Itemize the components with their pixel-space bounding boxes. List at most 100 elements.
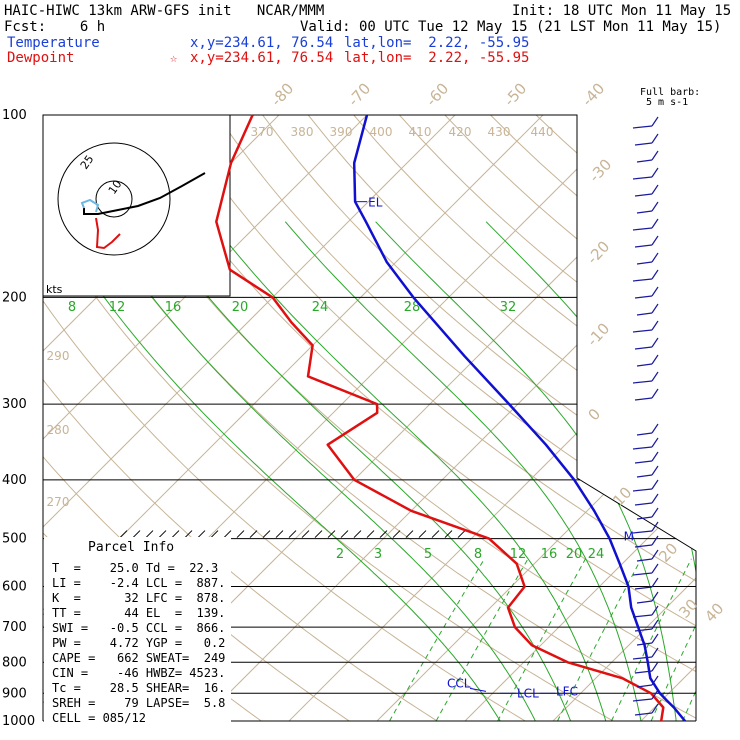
wind-barb-flag — [651, 184, 659, 195]
wind-barb-flag — [651, 619, 659, 630]
freezing-hatch — [132, 530, 141, 538]
wind-barb-flag — [651, 337, 659, 348]
isotherm-line — [729, 115, 740, 721]
theta-label: 370 — [251, 125, 274, 139]
wind-barb-flag — [651, 661, 659, 672]
wind-barb — [634, 712, 653, 716]
theta-label: 440 — [531, 125, 554, 139]
hodograph-trace-mid — [80, 198, 100, 213]
melting-level-label: M — [624, 530, 634, 544]
wind-barb — [636, 516, 653, 520]
freezing-hatch — [119, 530, 128, 538]
wind-barb — [634, 346, 653, 350]
wind-barb — [632, 176, 653, 180]
dry-adiabat-line — [399, 115, 696, 721]
moist-adiabat-line — [210, 221, 607, 721]
hodograph-trace-upper — [83, 172, 206, 215]
freezing-hatch — [444, 530, 453, 538]
parcel-info-row: SWI = -0.5 CCL = 866. — [52, 621, 226, 635]
isotherm-line — [552, 115, 696, 721]
parcel-info-row: CAPE = 662 SWEAT= 249 — [52, 651, 226, 665]
parcel-info-row: K = 32 LFC = 878. — [52, 591, 226, 605]
isotherm-label: 30 — [675, 595, 701, 621]
mixing-ratio-label: 2 — [336, 547, 344, 562]
freezing-hatch — [262, 530, 271, 538]
theta-label: 280 — [47, 423, 70, 437]
wind-barb-flag — [651, 703, 659, 714]
pressure-tick-label: 500 — [2, 532, 27, 547]
wind-barb-flag — [651, 437, 659, 448]
wind-barb — [636, 558, 653, 562]
wind-barb — [634, 544, 653, 548]
dry-adiabat-line — [672, 115, 696, 721]
freezing-hatch — [314, 530, 323, 538]
pressure-tick-label: 400 — [2, 473, 27, 488]
barb-legend-units: 5 m s-1 — [646, 97, 689, 108]
dry-adiabat-line — [262, 115, 696, 721]
isotherm-label: 10 — [609, 483, 635, 509]
dry-adiabat-line — [216, 115, 696, 721]
wind-barb-flag — [651, 133, 659, 144]
wind-barb — [632, 488, 653, 492]
dry-adiabat-line — [490, 115, 696, 721]
wind-barb-flag — [651, 150, 659, 161]
wind-barb-flag — [651, 235, 659, 246]
freezing-hatch — [184, 530, 193, 538]
theta-label: 390 — [330, 125, 353, 139]
freezing-hatch — [418, 530, 427, 538]
isotherm-label: -10 — [583, 319, 613, 349]
dewpoint-latlon: lat,lon= 2.22, -55.95 — [344, 50, 530, 66]
mixing-ratio-label: 3 — [374, 547, 382, 562]
pressure-tick-label: 300 — [2, 397, 27, 412]
freezing-hatch — [301, 530, 310, 538]
freezing-hatch — [392, 530, 401, 538]
wind-barb-flag — [651, 354, 659, 365]
wind-barb-flag — [651, 507, 659, 518]
dry-adiabat-line — [170, 115, 696, 721]
forecast-hour: Fcst: 6 h — [4, 19, 106, 35]
moist-adiabat-label: 12 — [109, 300, 126, 315]
wind-barb-flag — [651, 451, 659, 462]
isotherm-label: 0 — [585, 405, 605, 424]
wind-barb — [632, 329, 653, 333]
wind-barb-flag — [651, 577, 659, 588]
dry-adiabat-line — [307, 115, 696, 721]
wind-barb-flag — [651, 465, 659, 476]
wind-barbs — [632, 116, 659, 716]
wind-barb-flag — [651, 675, 659, 686]
wind-barb-flag — [651, 218, 659, 229]
dry-adiabat-line — [43, 115, 614, 721]
hodograph-ring — [57, 142, 171, 256]
dry-adiabat-line — [43, 115, 526, 721]
moist-adiabat-label: 16 — [165, 300, 182, 315]
theta-label: 380 — [291, 125, 314, 139]
init-time: Init: 18 UTC Mon 11 May 15 — [512, 3, 732, 19]
wind-barb-flag — [651, 535, 659, 546]
dewpoint-xy: x,y=234.61, 76.54 — [190, 50, 334, 66]
wind-barb — [634, 244, 653, 248]
mixing-ratio-label: 12 — [510, 547, 527, 562]
wind-barb — [636, 363, 653, 367]
wind-barb-flag — [651, 521, 659, 532]
el-label: EL — [368, 196, 383, 210]
lfc-label: LFC — [556, 684, 578, 698]
mixing-ratio-label: 5 — [424, 547, 432, 562]
isotherm-label: -20 — [583, 237, 613, 267]
wind-barb — [634, 502, 653, 506]
lcl-label: LCL — [517, 686, 539, 700]
parcel-info-row: T = 25.0 Td = 22.3 — [52, 561, 219, 575]
wind-barb — [636, 432, 653, 436]
parcel-info-row: PW = 4.72 YGP = 0.2 — [52, 636, 226, 650]
wind-barb — [634, 670, 653, 674]
wind-barb-flag — [651, 303, 659, 314]
isotherm-line — [43, 115, 368, 721]
parcel-info-title: Parcel Info — [88, 540, 175, 555]
wind-barb — [634, 460, 653, 464]
wind-barb-flag — [651, 286, 659, 297]
pressure-tick-label: 200 — [2, 290, 27, 305]
freezing-hatch — [197, 530, 206, 538]
freezing-hatch — [457, 530, 466, 538]
moist-adiabat-label: 20 — [232, 300, 249, 315]
temperature-latlon: lat,lon= 2.22, -55.95 — [344, 35, 530, 51]
